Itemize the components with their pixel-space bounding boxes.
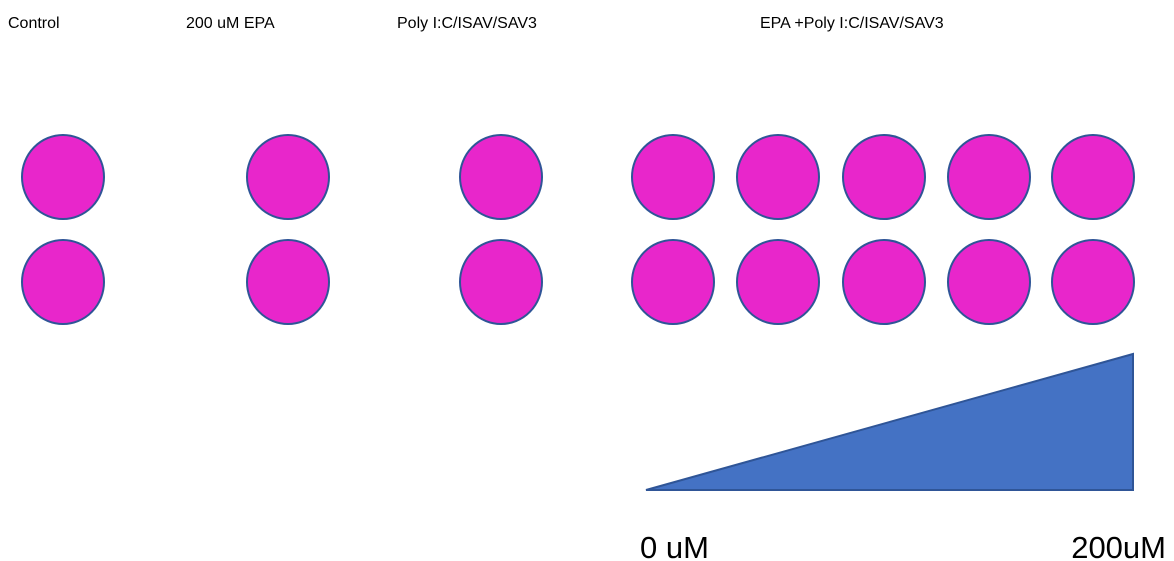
wells	[21, 134, 1135, 325]
well	[947, 134, 1031, 220]
well	[1051, 239, 1135, 325]
well	[631, 134, 715, 220]
concentration-wedge	[645, 352, 1134, 491]
well	[21, 239, 105, 325]
group-label: Control	[8, 15, 60, 32]
well	[246, 239, 330, 325]
group-label: EPA +Poly I:C/ISAV/SAV3	[760, 15, 944, 32]
well	[736, 239, 820, 325]
well	[459, 134, 543, 220]
well	[459, 239, 543, 325]
well	[21, 134, 105, 220]
well	[631, 239, 715, 325]
well	[246, 134, 330, 220]
well	[842, 134, 926, 220]
gradient-start-label: 0 uM	[640, 530, 709, 561]
well	[1051, 134, 1135, 220]
well	[842, 239, 926, 325]
well	[947, 239, 1031, 325]
well	[736, 134, 820, 220]
group-label: 200 uM EPA	[186, 15, 275, 32]
gradient-end-label: 200uM	[1071, 530, 1166, 561]
group-label: Poly I:C/ISAV/SAV3	[397, 15, 537, 32]
